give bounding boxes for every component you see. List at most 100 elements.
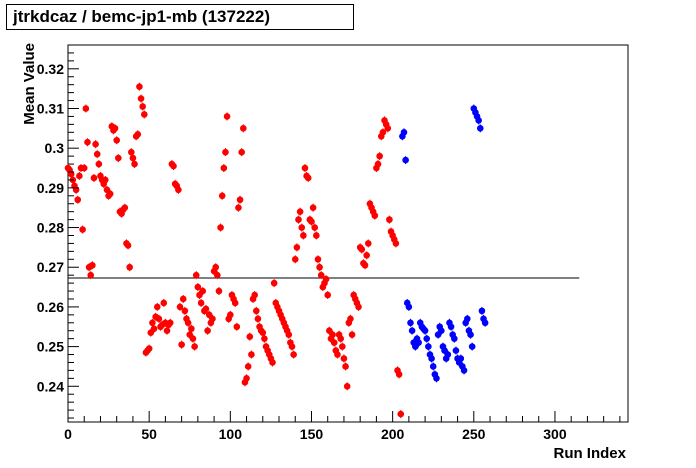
data-point <box>452 347 460 354</box>
data-point <box>460 367 468 374</box>
data-point <box>371 212 379 219</box>
x-tick-label: 0 <box>64 426 72 442</box>
data-point <box>131 160 138 168</box>
data-point <box>451 335 458 342</box>
data-point <box>270 279 278 287</box>
x-tick-label: 250 <box>462 426 486 442</box>
y-tick-label: 0.26 <box>37 299 64 315</box>
data-point <box>316 263 323 271</box>
data-point <box>93 150 101 158</box>
data-point <box>464 315 471 323</box>
data-point <box>79 226 86 233</box>
data-point <box>337 335 344 342</box>
data-point <box>457 355 465 362</box>
x-tick-label: 50 <box>141 426 157 442</box>
data-point <box>202 305 210 313</box>
data-point <box>311 224 319 231</box>
data-point <box>166 319 174 327</box>
data-point <box>285 331 293 338</box>
data-point <box>129 154 137 162</box>
data-point <box>111 125 119 132</box>
data-point <box>348 331 356 338</box>
x-tick-label: 200 <box>381 426 405 442</box>
y-tick-label: 0.3 <box>45 140 65 156</box>
plot-border <box>67 44 629 423</box>
data-point <box>438 327 445 335</box>
data-point <box>76 172 83 180</box>
data-point <box>150 325 158 333</box>
data-point <box>421 327 429 335</box>
data-point <box>304 174 312 182</box>
data-point <box>149 319 156 327</box>
data-point <box>218 192 226 200</box>
data-point <box>140 111 148 118</box>
data-point <box>342 363 349 370</box>
data-point <box>87 271 95 279</box>
data-point <box>384 125 392 132</box>
data-point <box>145 345 153 352</box>
data-point <box>246 333 254 340</box>
data-point <box>139 103 146 110</box>
data-point <box>188 325 195 333</box>
data-point <box>244 363 252 370</box>
data-point <box>476 125 484 132</box>
data-point <box>298 224 306 231</box>
data-point <box>433 375 440 382</box>
data-point <box>121 204 129 212</box>
data-point <box>223 113 231 120</box>
data-point <box>184 319 192 327</box>
y-tick-label: 0.28 <box>37 220 64 236</box>
data-point <box>478 307 486 315</box>
chart-title: jtrkdcaz / bemc-jp1-mb (137222) <box>6 4 354 30</box>
data-point <box>217 224 224 231</box>
data-point <box>248 351 255 358</box>
data-point <box>134 130 142 138</box>
y-tick-label: 0.32 <box>37 61 64 77</box>
x-tick-label: 150 <box>300 426 324 442</box>
data-point <box>115 154 122 162</box>
data-point <box>233 323 241 331</box>
data-point <box>238 148 245 156</box>
data-point <box>313 232 320 239</box>
data-point <box>408 327 416 335</box>
data-point <box>269 359 276 366</box>
data-point <box>402 156 409 164</box>
data-point <box>415 339 422 346</box>
data-point <box>467 331 474 338</box>
data-point <box>220 164 228 172</box>
data-point <box>355 303 362 311</box>
data-point <box>137 95 145 102</box>
data-point <box>317 271 325 279</box>
data-point <box>194 283 202 291</box>
y-axis: 0.24 0.25 0.26 0.27 0.28 0.29 0.3 0.31 0.32 <box>37 44 79 419</box>
x-tick-label: 100 <box>219 426 243 442</box>
y-tick-label: 0.29 <box>37 180 64 196</box>
data-point <box>176 303 184 311</box>
data-point <box>397 410 405 418</box>
data-point <box>189 335 197 342</box>
data-point <box>153 303 161 311</box>
data-point <box>290 351 297 358</box>
x-axis: 0 50 100 150 200 250 300 <box>64 411 621 442</box>
data-point <box>322 275 330 283</box>
data-point <box>89 261 96 269</box>
data-point <box>227 311 234 319</box>
y-tick-label: 0.31 <box>37 100 64 116</box>
data-point <box>295 216 302 223</box>
y-tick-label: 0.27 <box>37 259 64 275</box>
data-point <box>363 252 370 259</box>
x-tick-label: 300 <box>543 426 567 442</box>
data-point <box>136 83 143 90</box>
data-point <box>252 307 260 315</box>
data-point <box>429 363 437 370</box>
data-point <box>293 244 301 251</box>
data-point <box>240 125 247 132</box>
data-point <box>376 152 383 160</box>
data-point <box>395 371 403 378</box>
y-tick-label: 0.25 <box>37 339 64 355</box>
data-point <box>339 343 346 350</box>
data-point <box>214 271 221 279</box>
data-point <box>124 242 132 249</box>
data-point <box>170 162 177 170</box>
data-point <box>90 174 98 182</box>
